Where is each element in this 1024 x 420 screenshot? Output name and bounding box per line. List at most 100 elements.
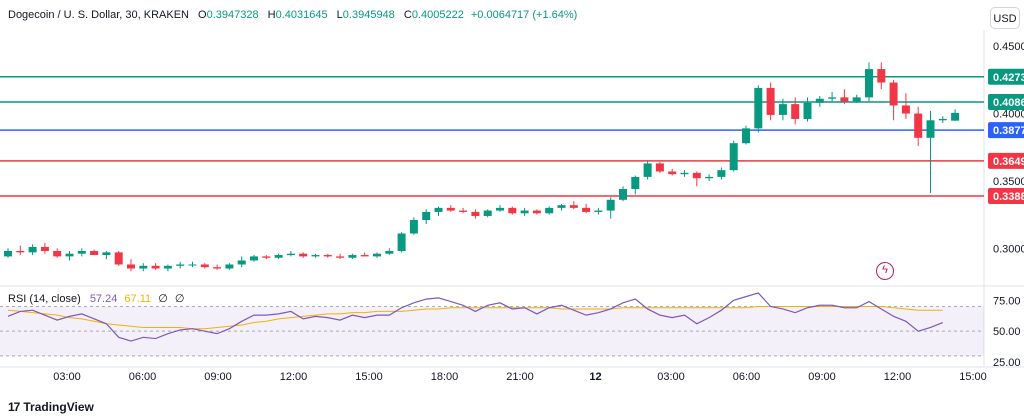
time-tick-label: 18:00 xyxy=(431,371,459,383)
candle-body xyxy=(483,210,492,216)
candle-body xyxy=(938,118,947,121)
rsi-tick-label: 75.00 xyxy=(993,295,1021,307)
candle-body xyxy=(139,265,148,269)
candle-body xyxy=(434,207,443,212)
candle-body xyxy=(274,255,283,258)
candle-body xyxy=(422,211,431,221)
candle-body xyxy=(163,265,172,269)
candle-body xyxy=(250,256,258,261)
level-label-bg xyxy=(988,93,1024,110)
candle-body xyxy=(692,172,701,179)
candle-body xyxy=(865,69,873,98)
candle-body xyxy=(348,255,357,258)
candle-body xyxy=(582,207,591,212)
candle-body xyxy=(459,210,468,212)
candle-body xyxy=(102,252,111,256)
low-label: L xyxy=(336,9,343,21)
candle-body xyxy=(496,207,504,211)
candle-body xyxy=(151,265,160,269)
candle-body xyxy=(262,256,271,258)
candle-body xyxy=(213,267,222,269)
candle-body xyxy=(803,102,812,119)
candle-body xyxy=(901,105,910,114)
high-value: 0.4031645 xyxy=(275,9,328,21)
candle-body xyxy=(729,143,738,171)
level-label: 0.3877 xyxy=(993,125,1024,137)
candle-body xyxy=(446,207,455,211)
candle-body xyxy=(16,251,25,253)
level-label: 0.4086 xyxy=(993,97,1024,109)
high-label: H xyxy=(267,9,276,21)
candle-body xyxy=(397,233,406,252)
candle-body xyxy=(299,253,308,257)
candle-body xyxy=(127,264,135,269)
close-value: 0.4005222 xyxy=(411,9,464,21)
time-tick-label: 15:00 xyxy=(355,371,383,383)
lightning-icon[interactable]: ϟ xyxy=(876,262,894,280)
candle-body xyxy=(237,260,246,265)
rsi-line xyxy=(7,292,944,342)
logo-text: TradingView xyxy=(23,400,94,414)
candle-body xyxy=(655,163,664,172)
price-tick-label: 0.4000 xyxy=(993,109,1024,121)
chart-legend: Dogecoin / U. S. Dollar, 30, KRAKEN O0.3… xyxy=(8,9,577,21)
time-tick-label: 09:00 xyxy=(204,371,232,383)
level-label-bg xyxy=(988,122,1024,139)
price-tick-label: 0.4500 xyxy=(993,41,1024,53)
time-tick-label: 03:00 xyxy=(53,371,81,383)
price-tick-label: 0.3500 xyxy=(993,176,1024,188)
candle-body xyxy=(176,264,185,266)
candle-body xyxy=(569,205,578,208)
rsi-tick-label: 25.00 xyxy=(993,357,1021,369)
candle-body xyxy=(385,251,394,254)
price-tick-label: 0.3000 xyxy=(993,243,1024,255)
candle-body xyxy=(323,255,332,257)
candle-body xyxy=(766,87,775,115)
close-label: C xyxy=(403,9,412,21)
time-tick-label: 06:00 xyxy=(129,371,157,383)
candle-body xyxy=(40,246,49,252)
candle-body xyxy=(336,256,345,258)
candle-body xyxy=(606,199,615,211)
candle-body xyxy=(532,210,541,214)
currency-button[interactable]: USD xyxy=(990,7,1020,29)
candle-body xyxy=(65,253,74,257)
candle-body xyxy=(631,176,640,190)
candle-body xyxy=(815,98,824,103)
candle-body xyxy=(286,253,295,256)
candle-body xyxy=(643,163,652,177)
candle-body xyxy=(77,251,86,254)
rsi-empty-value-2: ∅ xyxy=(174,293,185,305)
candle-body xyxy=(742,128,750,144)
level-label-bg xyxy=(988,152,1024,169)
candle-body xyxy=(594,210,603,212)
time-tick-label: 21:00 xyxy=(506,371,534,383)
candle-body xyxy=(926,120,935,138)
candle-body xyxy=(373,253,381,257)
candle-body xyxy=(778,104,787,115)
candle-body xyxy=(914,113,923,138)
level-label: 0.4273 xyxy=(993,72,1024,84)
time-tick-label: 03:00 xyxy=(657,371,685,383)
rsi-ma-line xyxy=(7,306,943,330)
candle-body xyxy=(53,251,62,257)
low-value: 0.3945948 xyxy=(342,9,395,21)
candle-body xyxy=(409,220,418,234)
level-label-bg xyxy=(988,68,1024,85)
candle-body xyxy=(200,264,209,268)
candle-body xyxy=(619,189,627,200)
time-tick-label: 12:00 xyxy=(884,371,912,383)
candle-body xyxy=(828,97,837,99)
time-tick-label: 12:00 xyxy=(280,371,308,383)
candle-body xyxy=(705,176,714,179)
candle-body xyxy=(791,104,800,119)
candle-body xyxy=(225,264,234,269)
candle-body xyxy=(877,69,886,83)
rsi-tick-label: 50.00 xyxy=(993,326,1021,338)
candle-body xyxy=(471,211,480,216)
time-tick-label: 09:00 xyxy=(808,371,836,383)
change-value: +0.0064717 (+1.64%) xyxy=(470,9,578,21)
logo-glyph: 17 xyxy=(8,400,20,414)
candle-body xyxy=(90,251,99,256)
